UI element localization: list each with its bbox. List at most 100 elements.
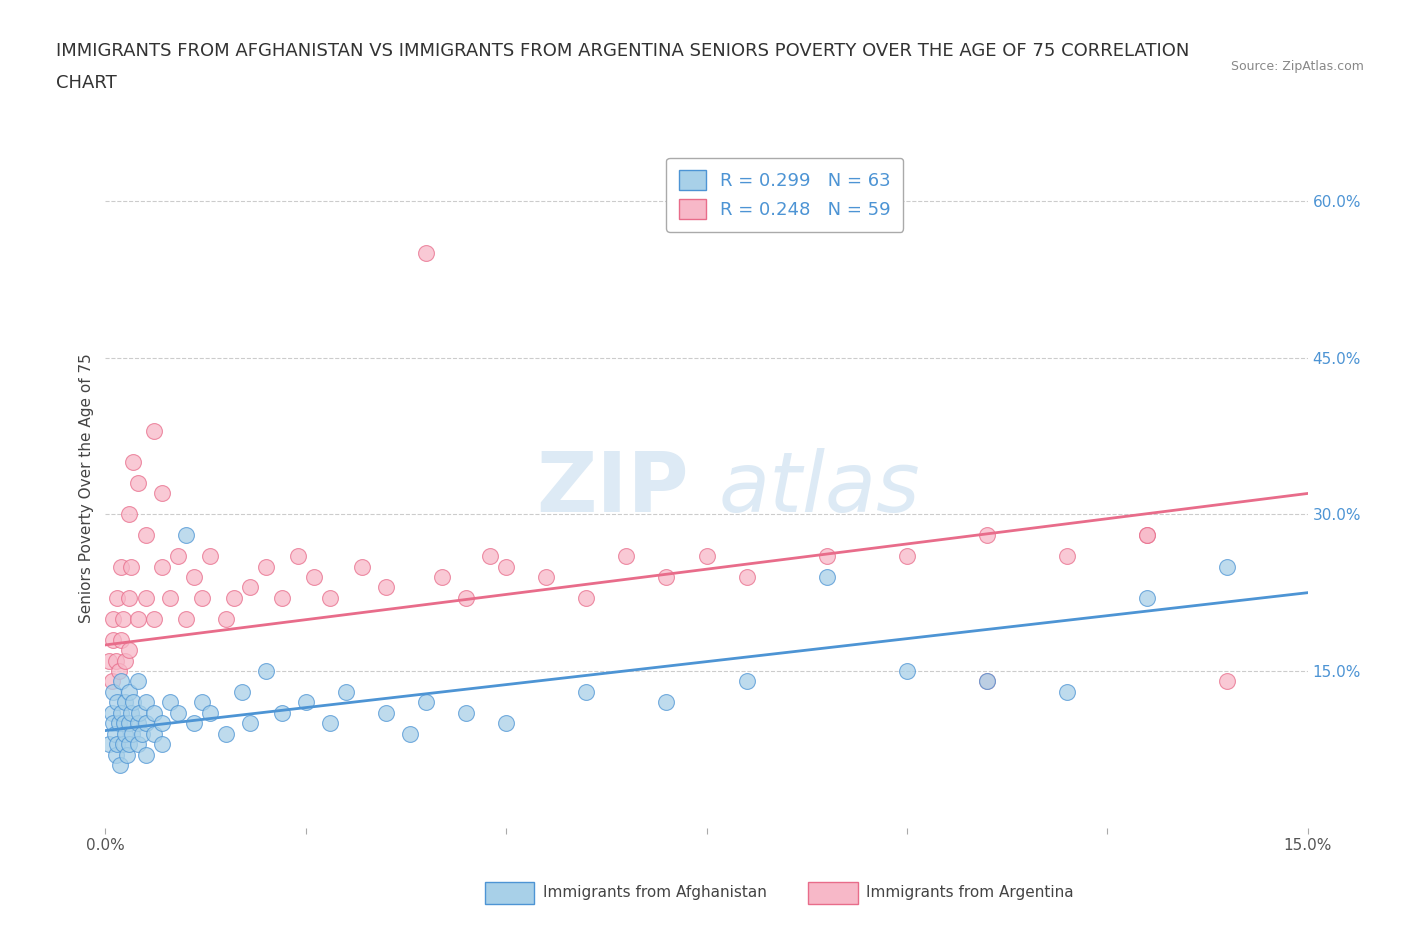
Point xyxy=(103,611,125,626)
Point xyxy=(112,737,135,751)
Point xyxy=(142,611,165,626)
Point xyxy=(454,591,477,605)
Point xyxy=(1216,559,1239,574)
Point xyxy=(142,705,165,720)
Point xyxy=(112,716,135,731)
Point xyxy=(159,695,181,710)
Point xyxy=(270,705,292,720)
Point xyxy=(214,611,236,626)
Point xyxy=(575,591,598,605)
Point xyxy=(108,758,131,773)
Text: Immigrants from Argentina: Immigrants from Argentina xyxy=(866,885,1074,900)
Point xyxy=(190,591,212,605)
Point xyxy=(254,559,277,574)
Point xyxy=(150,737,173,751)
Point xyxy=(415,695,437,710)
Point xyxy=(214,726,236,741)
Point xyxy=(150,486,173,501)
Point xyxy=(118,507,141,522)
Point xyxy=(319,591,342,605)
Point xyxy=(103,632,125,647)
Point xyxy=(1216,674,1239,689)
Point xyxy=(534,569,557,584)
Point xyxy=(115,747,138,762)
Point xyxy=(118,591,141,605)
Point xyxy=(107,737,129,751)
Point xyxy=(815,549,838,564)
Text: CHART: CHART xyxy=(56,74,117,92)
Point xyxy=(101,674,124,689)
Point xyxy=(735,569,758,584)
Text: Immigrants from Afghanistan: Immigrants from Afghanistan xyxy=(543,885,766,900)
Point xyxy=(135,528,157,543)
Point xyxy=(198,705,221,720)
Point xyxy=(1056,549,1078,564)
Point xyxy=(222,591,245,605)
Point xyxy=(118,684,141,699)
Point xyxy=(103,716,125,731)
Point xyxy=(107,695,129,710)
Point xyxy=(101,705,124,720)
Point xyxy=(231,684,253,699)
Point xyxy=(108,716,131,731)
Point xyxy=(896,664,918,679)
Point xyxy=(655,569,678,584)
Point xyxy=(815,569,838,584)
Point xyxy=(399,726,422,741)
Y-axis label: Seniors Poverty Over the Age of 75: Seniors Poverty Over the Age of 75 xyxy=(79,353,94,623)
Point xyxy=(118,716,141,731)
Point xyxy=(183,569,205,584)
Point xyxy=(104,653,127,668)
Point xyxy=(104,726,127,741)
Point xyxy=(103,684,125,699)
Text: Source: ZipAtlas.com: Source: ZipAtlas.com xyxy=(1230,60,1364,73)
Point xyxy=(166,705,188,720)
Point xyxy=(127,475,149,490)
Point xyxy=(374,705,398,720)
Point xyxy=(254,664,277,679)
Point xyxy=(270,591,292,605)
Point xyxy=(120,705,142,720)
Text: ZIP: ZIP xyxy=(536,447,689,529)
Point xyxy=(98,653,121,668)
Point xyxy=(118,737,141,751)
Point xyxy=(114,653,136,668)
Point xyxy=(110,559,132,574)
Point xyxy=(239,716,262,731)
Point xyxy=(735,674,758,689)
Point xyxy=(135,695,157,710)
Point xyxy=(479,549,502,564)
Point xyxy=(142,726,165,741)
Point xyxy=(108,664,131,679)
Point xyxy=(166,549,188,564)
Point xyxy=(104,747,127,762)
Point xyxy=(122,455,145,470)
Point xyxy=(135,716,157,731)
Point xyxy=(128,705,150,720)
Point xyxy=(120,559,142,574)
Point xyxy=(131,726,153,741)
Point xyxy=(976,674,998,689)
Point xyxy=(174,611,197,626)
Point xyxy=(135,591,157,605)
Point xyxy=(1136,528,1159,543)
Point xyxy=(976,674,998,689)
Point xyxy=(350,559,373,574)
Point xyxy=(335,684,357,699)
Point xyxy=(174,528,197,543)
Point xyxy=(107,591,129,605)
Point xyxy=(374,580,398,595)
Point xyxy=(135,747,157,762)
Point xyxy=(319,716,342,731)
Point xyxy=(976,528,998,543)
Point xyxy=(114,726,136,741)
Point xyxy=(122,695,145,710)
Point xyxy=(114,695,136,710)
Point xyxy=(575,684,598,699)
Point xyxy=(110,705,132,720)
Point xyxy=(1136,591,1159,605)
Point xyxy=(655,695,678,710)
Point xyxy=(295,695,318,710)
Point xyxy=(616,549,638,564)
Point xyxy=(150,559,173,574)
